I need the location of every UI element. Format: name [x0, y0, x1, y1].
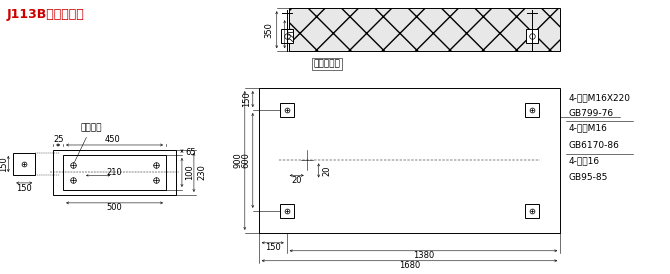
- Text: 450: 450: [105, 136, 121, 144]
- Text: 65: 65: [185, 148, 196, 157]
- Text: 优质混凝土: 优质混凝土: [314, 59, 340, 68]
- Text: GB6170-86: GB6170-86: [568, 141, 619, 150]
- Text: 220: 220: [287, 26, 297, 42]
- Text: J113B基础安装图: J113B基础安装图: [6, 8, 84, 21]
- Text: 150: 150: [0, 156, 8, 172]
- Bar: [525, 204, 539, 218]
- Bar: [63, 155, 166, 190]
- Text: GB95-85: GB95-85: [568, 173, 608, 182]
- Text: 150: 150: [265, 243, 281, 252]
- Bar: [13, 153, 36, 175]
- Text: 900: 900: [234, 153, 243, 168]
- Bar: [525, 103, 539, 117]
- Text: 电源进口: 电源进口: [74, 123, 102, 162]
- Bar: [280, 204, 293, 218]
- Text: 20: 20: [291, 176, 302, 185]
- Text: 25: 25: [53, 136, 64, 144]
- Text: 500: 500: [107, 203, 123, 212]
- Bar: [259, 88, 560, 233]
- Text: 150: 150: [16, 184, 32, 193]
- Text: 600: 600: [242, 153, 251, 169]
- Bar: [281, 29, 293, 43]
- Text: 4-垫圈16: 4-垫圈16: [568, 156, 600, 165]
- Text: 150: 150: [242, 91, 251, 107]
- Text: 4-螺母M16: 4-螺母M16: [568, 124, 607, 133]
- Text: 4-螺栓M16X220: 4-螺栓M16X220: [568, 94, 630, 102]
- Text: 210: 210: [107, 168, 123, 177]
- Text: 1380: 1380: [413, 251, 434, 260]
- Text: 100: 100: [185, 165, 194, 180]
- Bar: [526, 29, 538, 43]
- Text: 20: 20: [323, 165, 332, 176]
- Text: 230: 230: [197, 164, 206, 180]
- Bar: [53, 150, 176, 195]
- Bar: [289, 8, 560, 51]
- Text: 1680: 1680: [399, 261, 420, 270]
- Text: 350: 350: [265, 22, 274, 38]
- Bar: [280, 103, 293, 117]
- Text: GB799-76: GB799-76: [568, 109, 613, 118]
